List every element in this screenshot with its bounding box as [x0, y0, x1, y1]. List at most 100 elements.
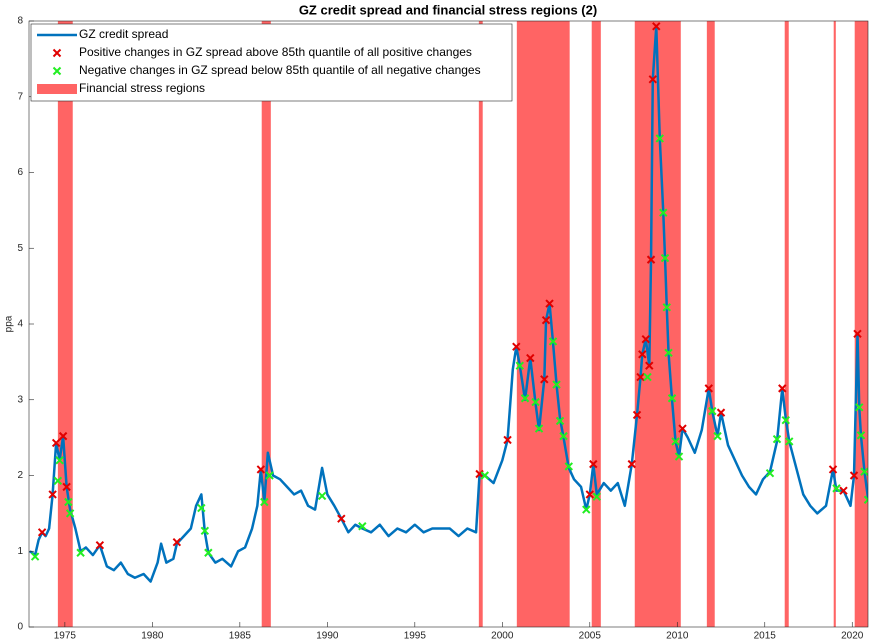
legend-swatch [52, 48, 62, 58]
change-marker [636, 372, 645, 382]
change-marker [548, 337, 558, 346]
stress-region [833, 21, 836, 627]
stress-region [634, 21, 681, 627]
change-marker [197, 503, 206, 513]
change-marker [863, 495, 868, 504]
change-marker [37, 528, 47, 537]
change-marker [652, 22, 661, 31]
x-tick-label: 2005 [579, 631, 602, 642]
change-marker [337, 514, 346, 523]
y-tick-label: 2 [17, 470, 23, 481]
change-marker [646, 255, 656, 264]
change-marker [64, 497, 73, 507]
change-marker [632, 410, 642, 420]
change-marker [853, 329, 862, 339]
change-marker [781, 415, 790, 425]
change-marker [526, 353, 535, 363]
change-marker [713, 431, 722, 441]
change-marker [785, 437, 794, 446]
x-tick-label: 1995 [404, 631, 427, 642]
change-marker [30, 552, 40, 561]
x-tick-label: 2010 [666, 631, 689, 642]
y-axis-label: ppa [4, 315, 15, 332]
change-marker [674, 452, 684, 461]
stress-region [784, 21, 789, 627]
legend-box [30, 23, 513, 102]
x-tick-label: 1985 [229, 631, 252, 642]
change-marker [260, 497, 269, 507]
change-marker [662, 303, 671, 312]
change-marker [540, 375, 549, 384]
legend-swatch [37, 84, 77, 94]
change-marker [627, 459, 636, 469]
stress-region [57, 21, 73, 627]
change-marker [515, 361, 525, 370]
y-tick-label: 3 [17, 394, 23, 405]
regions-layer [57, 21, 868, 627]
change-marker [860, 467, 868, 476]
change-marker [664, 348, 673, 357]
change-marker [534, 424, 544, 433]
change-marker [62, 482, 71, 492]
change-marker [708, 406, 717, 416]
legend: GZ credit spread Positive changes in GZ s… [30, 23, 513, 102]
change-marker [564, 462, 574, 471]
change-marker [660, 253, 670, 263]
change-marker [589, 459, 598, 469]
change-marker [855, 403, 864, 412]
change-marker [849, 471, 859, 480]
axes-box [28, 20, 869, 628]
change-marker [545, 299, 554, 308]
change-marker [172, 537, 182, 547]
x-tick-label: 1980 [141, 631, 164, 642]
change-marker [678, 424, 687, 433]
change-marker [641, 334, 650, 344]
change-marker [638, 350, 647, 359]
x-tick-label: 1975 [54, 631, 77, 642]
change-marker [317, 491, 327, 501]
change-marker [671, 437, 680, 446]
change-marker [256, 465, 266, 474]
y-tick-label: 0 [17, 622, 23, 633]
y-tick-label: 7 [17, 91, 23, 102]
change-marker [200, 526, 210, 536]
change-marker [828, 465, 838, 474]
change-marker [856, 431, 866, 440]
change-marker [643, 372, 652, 382]
change-marker [552, 380, 561, 389]
change-marker [55, 456, 64, 465]
plot-layer [29, 22, 868, 583]
stress-region [261, 21, 271, 627]
legend-label: Negative changes in GZ spread below 85th… [79, 63, 481, 77]
x-tick-label: 2020 [841, 631, 864, 642]
y-tick-label: 5 [17, 243, 23, 254]
change-marker [541, 316, 551, 325]
change-marker [832, 484, 841, 493]
x-tick-label: 1990 [316, 631, 339, 642]
change-marker [48, 490, 57, 499]
change-marker [531, 397, 540, 407]
legend-label: Positive changes in GZ spread above 85th… [79, 45, 472, 59]
stress-region [478, 21, 483, 627]
change-marker [76, 548, 85, 557]
legend-swatch [52, 66, 62, 76]
change-marker [772, 434, 782, 444]
change-marker [645, 361, 654, 370]
change-marker [520, 394, 530, 403]
change-marker [582, 505, 591, 514]
change-marker [512, 342, 521, 351]
y-tick-label: 4 [17, 319, 23, 330]
change-marker [667, 394, 677, 403]
change-marker [585, 490, 594, 499]
change-marker [95, 540, 105, 550]
axes-layer: 0 1 2 3 4 5 6 7 8 1975 1980 1985 1990 1995 2000 2005 201… [17, 16, 869, 642]
change-marker [778, 384, 787, 393]
change-marker [480, 471, 490, 480]
change-marker [839, 486, 848, 495]
x-tick-label: 2015 [754, 631, 777, 642]
spread-line [29, 25, 868, 583]
stress-region [591, 21, 601, 627]
y-tick-label: 1 [17, 546, 23, 557]
stress-region [706, 21, 715, 627]
